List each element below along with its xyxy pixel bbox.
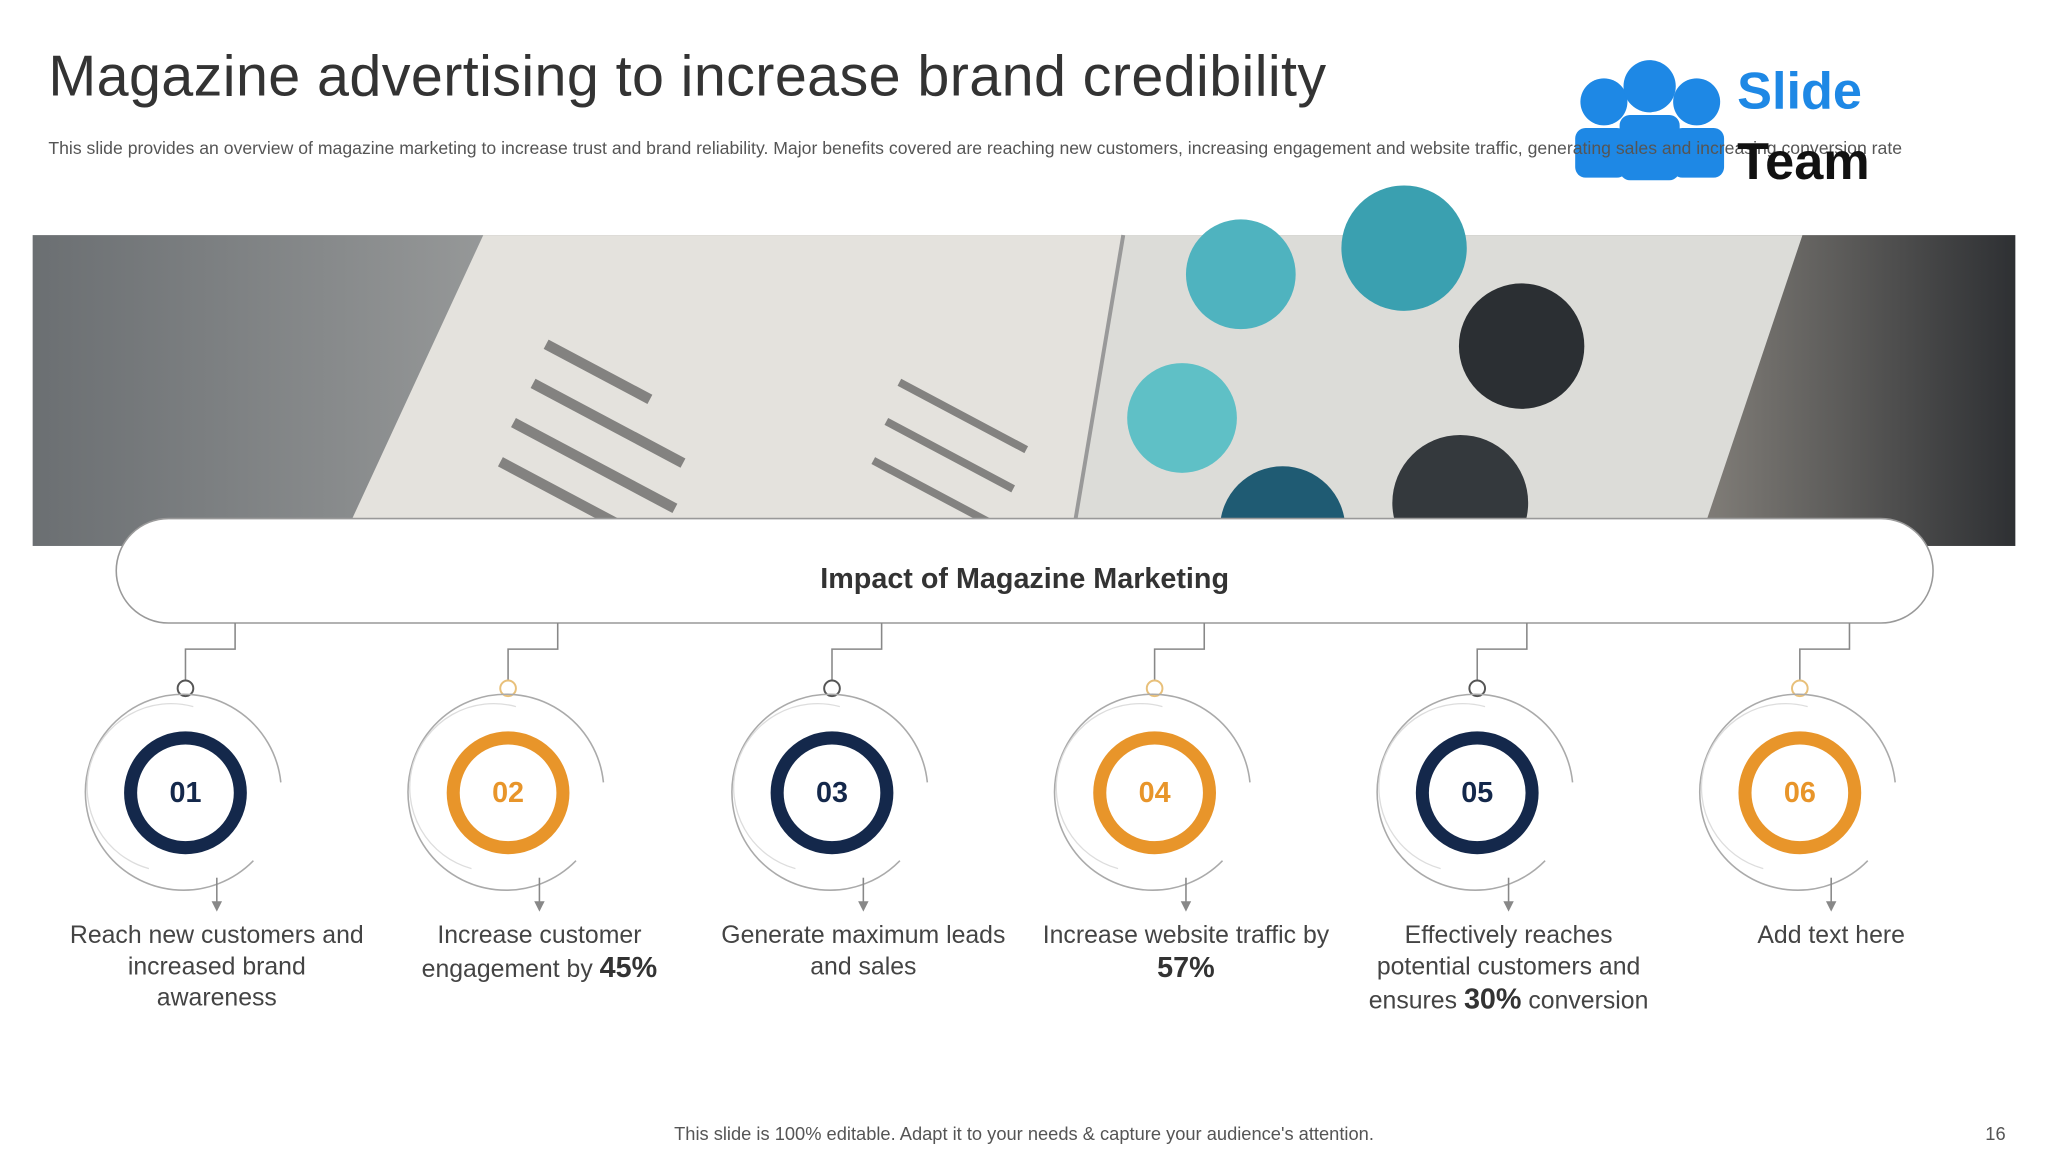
inner-arc: [86, 702, 194, 870]
connector: [1799, 623, 1851, 681]
item-text: Effectively reaches potential customers …: [1358, 921, 1658, 1018]
item-number: 06: [1748, 773, 1852, 812]
arrow-head: [858, 901, 869, 912]
connector: [1153, 623, 1206, 681]
item-number-text: 05: [1461, 775, 1494, 809]
number-ring: [770, 731, 894, 855]
inner-arc: [733, 702, 841, 870]
item-text: Reach new customers and increased brand …: [67, 921, 367, 1015]
logo-icon: [1575, 60, 1725, 181]
subtitle: This slide provides an overview of magaz…: [48, 138, 1903, 159]
bold: 57%: [1157, 951, 1215, 984]
banner: [115, 517, 1934, 624]
item-number-text: 02: [492, 775, 525, 809]
inner-arc: [409, 702, 517, 870]
bold: 30%: [1464, 982, 1522, 1015]
outer-arc: [731, 693, 929, 891]
bold: 45%: [600, 951, 658, 984]
inner-arc: [1700, 702, 1808, 870]
item-number: 01: [133, 773, 237, 812]
logo-text: Team: [1737, 133, 1870, 191]
item-description: conversion: [1528, 987, 1649, 1015]
outer-arc: [1053, 693, 1251, 891]
title: Magazine advertising to increase brand c…: [48, 44, 1327, 109]
item-number: 05: [1425, 773, 1529, 812]
item-number-text: 03: [815, 775, 848, 809]
item-description: Increase customer engagement by: [421, 922, 642, 984]
item-description: Increase website traffic by: [1042, 922, 1330, 950]
item-description: Add text here: [1757, 922, 1905, 950]
number-ring: [446, 731, 570, 855]
item-number-text: 06: [1783, 775, 1816, 809]
item-description: Effectively reaches potential customers …: [1368, 922, 1641, 1015]
number-ring: [1093, 731, 1216, 855]
item-highlight: 45%: [599, 950, 658, 984]
connector: [184, 623, 236, 681]
outer-arc: [1376, 693, 1574, 891]
item-description: Reach new customers and increased brand …: [69, 922, 364, 1013]
item-text: Increase customer engagement by 45%: [389, 921, 689, 986]
inner-arc: [1055, 702, 1163, 870]
connector-dot: [176, 679, 195, 698]
item-number: 03: [780, 773, 884, 812]
number-ring: [124, 731, 247, 855]
arrow-head: [211, 901, 223, 912]
item-number: 02: [456, 773, 560, 812]
connector-dot: [1145, 679, 1164, 698]
connector-dot: [1468, 679, 1487, 698]
number-ring: [1415, 731, 1539, 855]
item-text: Generate maximum leads and sales: [713, 921, 1013, 984]
connector-dot: [1791, 679, 1809, 698]
connector-dot: [499, 679, 517, 698]
item-text: Increase website traffic by 57%: [1036, 921, 1336, 986]
page-number: 16: [1985, 1123, 2006, 1145]
connector-dot: [823, 679, 841, 698]
banner-title: Impact of Magazine Marketing: [820, 561, 1230, 595]
arrow-head: [1180, 901, 1192, 912]
item-description: Generate maximum leads and sales: [721, 922, 1006, 981]
connector: [507, 623, 559, 681]
inner-arc: [1378, 702, 1486, 870]
connector: [1476, 623, 1528, 681]
item-number: 04: [1102, 773, 1206, 812]
item-number-text: 01: [169, 775, 202, 809]
number-ring: [1738, 731, 1862, 855]
arrow-head: [1825, 901, 1837, 912]
footer-note: This slide is 100% editable. Adapt it to…: [674, 1123, 1374, 1145]
item-number-text: 04: [1138, 775, 1171, 809]
logo-text: Slide: [1737, 62, 1862, 121]
arrow-head: [1503, 901, 1514, 912]
item-highlight: 30%: [1463, 982, 1522, 1015]
item-highlight: 57%: [1157, 950, 1215, 984]
item-text: Add text here: [1681, 921, 1981, 952]
outer-arc: [1699, 693, 1896, 891]
outer-arc: [84, 693, 282, 891]
arrow-head: [534, 901, 545, 912]
connector: [831, 623, 883, 681]
outer-arc: [407, 693, 605, 891]
